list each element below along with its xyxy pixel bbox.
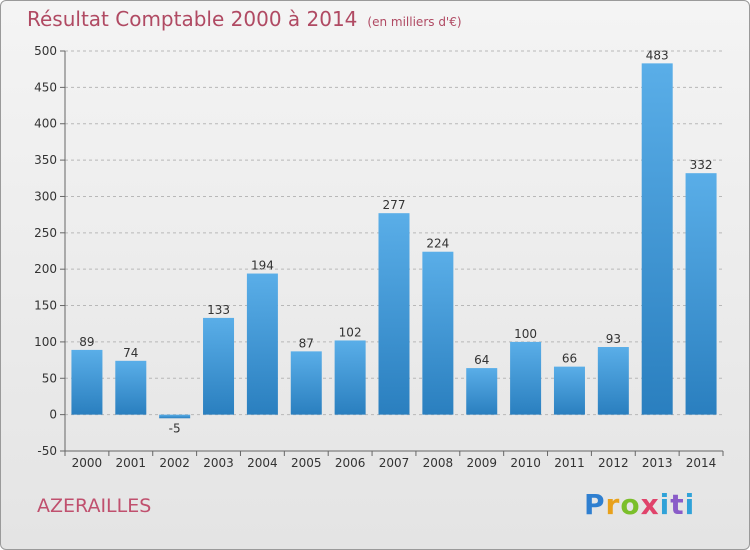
x-tick-label: 2000 bbox=[72, 456, 103, 470]
bar-2011 bbox=[553, 366, 585, 415]
axes: -50 0 50 100 150 200 250 300 350 400 450 500 2000 200… bbox=[34, 44, 724, 470]
bar-2009 bbox=[466, 368, 498, 415]
bar-2002 bbox=[159, 414, 191, 419]
data-label: 100 bbox=[514, 327, 537, 341]
y-tick-label: 500 bbox=[34, 44, 57, 58]
y-tick-label: 450 bbox=[34, 80, 57, 94]
bar-2006 bbox=[334, 340, 366, 415]
bar-2003 bbox=[203, 317, 235, 415]
bar-2004 bbox=[246, 273, 278, 415]
data-label: 194 bbox=[251, 259, 274, 273]
y-tick-label: 200 bbox=[34, 262, 57, 276]
x-tick-label: 2012 bbox=[598, 456, 629, 470]
chart-title: Résultat Comptable 2000 à 2014 (en millie… bbox=[27, 7, 462, 31]
y-tick-label: 400 bbox=[34, 117, 57, 131]
bar-2012 bbox=[597, 347, 629, 415]
x-tick-label: 2009 bbox=[466, 456, 497, 470]
x-tick-label: 2013 bbox=[642, 456, 673, 470]
data-label: 133 bbox=[207, 303, 230, 317]
bar-2014 bbox=[685, 173, 717, 415]
data-label: 483 bbox=[646, 48, 669, 62]
x-tick-label: 2005 bbox=[291, 456, 322, 470]
x-tick-label: 2007 bbox=[379, 456, 410, 470]
bar-2007 bbox=[378, 213, 410, 415]
chart-title-unit: (en milliers d'€) bbox=[367, 15, 462, 29]
bar-2000 bbox=[71, 349, 103, 415]
y-tick-label: 250 bbox=[34, 226, 57, 240]
y-tick-label: -50 bbox=[37, 444, 57, 458]
y-tick-label: 150 bbox=[34, 299, 57, 313]
data-label: 66 bbox=[562, 352, 577, 366]
bar-2008 bbox=[422, 251, 454, 415]
x-tick-label: 2010 bbox=[510, 456, 541, 470]
x-tick-label: 2006 bbox=[335, 456, 366, 470]
y-tick-label: 0 bbox=[49, 408, 57, 422]
data-label: 332 bbox=[690, 158, 713, 172]
y-tick-label: 350 bbox=[34, 153, 57, 167]
data-label: 102 bbox=[339, 325, 362, 339]
x-tick-label: 2003 bbox=[203, 456, 234, 470]
bar-2001 bbox=[115, 360, 147, 415]
data-label: 89 bbox=[79, 335, 94, 349]
x-tick-label: 2004 bbox=[247, 456, 278, 470]
x-tick-label: 2001 bbox=[116, 456, 147, 470]
data-label: 224 bbox=[426, 237, 449, 251]
commune-name: AZERAILLES bbox=[37, 495, 152, 517]
proxiti-logo: Proxiti bbox=[584, 488, 696, 521]
chart-title-main: Résultat Comptable 2000 à 2014 bbox=[27, 7, 358, 31]
bar-2013 bbox=[641, 63, 673, 415]
x-tick-label: 2002 bbox=[159, 456, 190, 470]
data-label: 87 bbox=[299, 336, 314, 350]
y-tick-label: 50 bbox=[42, 371, 57, 385]
y-tick-label: 100 bbox=[34, 335, 57, 349]
data-label: 64 bbox=[474, 353, 489, 367]
data-label: 277 bbox=[383, 198, 406, 212]
labels: 89 74 -5 133 194 87 102 277 224 64 100 66 93 483 332 bbox=[79, 48, 712, 435]
data-label: 93 bbox=[606, 332, 621, 346]
x-tick-label: 2008 bbox=[423, 456, 454, 470]
data-label: 74 bbox=[123, 346, 138, 360]
bars bbox=[71, 63, 717, 419]
bar-2005 bbox=[290, 351, 322, 415]
y-tick-label: 300 bbox=[34, 189, 57, 203]
bar-2010 bbox=[510, 341, 542, 415]
x-tick-label: 2014 bbox=[686, 456, 717, 470]
data-label: -5 bbox=[169, 421, 181, 435]
x-tick-label: 2011 bbox=[554, 456, 585, 470]
